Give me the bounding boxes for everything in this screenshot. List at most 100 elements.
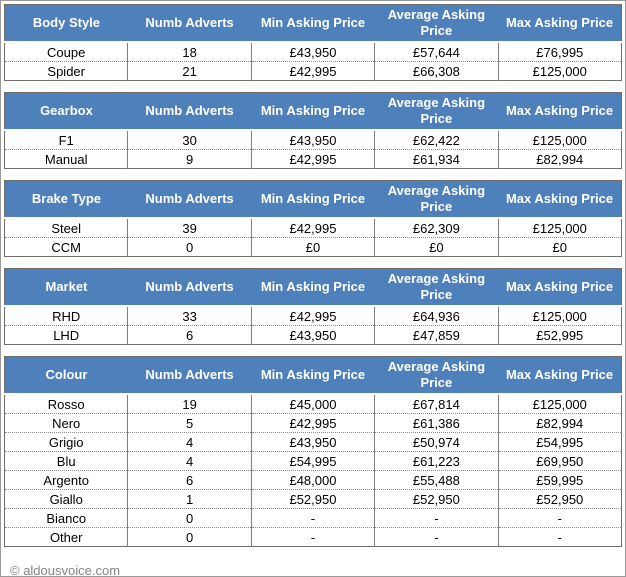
cell-value: £62,422	[374, 129, 499, 150]
stats-table-gearbox: Gearbox Numb Adverts Min Asking Price Avera…	[4, 92, 622, 169]
table-row: Giallo 1 £52,950 £52,950 £52,950	[4, 489, 622, 509]
cell-value: -	[250, 527, 375, 547]
cell-value: £125,000	[497, 61, 622, 81]
stats-table-market: Market Numb Adverts Min Asking Price Averag…	[4, 268, 622, 345]
cell-value: 21	[127, 61, 252, 81]
cell-value: 39	[127, 217, 252, 238]
cell-value: 4	[127, 451, 252, 471]
column-header: Min Asking Price	[251, 4, 375, 43]
row-label: Coupe	[4, 41, 128, 62]
cell-value: £59,995	[497, 470, 622, 490]
stats-table-body-style: Body Style Numb Adverts Min Asking Price Av…	[4, 4, 622, 81]
column-header: Numb Adverts	[127, 92, 252, 131]
category-column-header: Body Style	[4, 4, 128, 43]
row-label: Rosso	[4, 393, 128, 414]
cell-value: £61,223	[374, 451, 499, 471]
cell-value: £0	[374, 237, 499, 257]
cell-value: £125,000	[497, 217, 622, 238]
cell-value: £64,936	[374, 305, 499, 326]
table-row: F1 30 £43,950 £62,422 £125,000	[4, 129, 622, 150]
table-row: Steel 39 £42,995 £62,309 £125,000	[4, 217, 622, 238]
column-header: Numb Adverts	[127, 268, 252, 307]
cell-value: £0	[497, 237, 622, 257]
table-row: Spider 21 £42,995 £66,308 £125,000	[4, 61, 622, 81]
cell-value: £82,994	[497, 413, 622, 433]
table-row: Nero 5 £42,995 £61,386 £82,994	[4, 413, 622, 433]
table-row: Rosso 19 £45,000 £67,814 £125,000	[4, 393, 622, 414]
row-label: Other	[4, 527, 128, 547]
row-label: Giallo	[4, 489, 128, 509]
cell-value: £125,000	[497, 393, 622, 414]
tables-container: Body Style Numb Adverts Min Asking Price Av…	[4, 4, 622, 558]
row-label: F1	[4, 129, 128, 150]
column-header: Average Asking Price	[374, 92, 499, 131]
cell-value: 4	[127, 432, 252, 452]
category-column-header: Colour	[4, 356, 128, 395]
row-label: LHD	[4, 325, 128, 345]
cell-value: 5	[127, 413, 252, 433]
column-header: Min Asking Price	[251, 356, 375, 395]
cell-value: 0	[127, 508, 252, 528]
cell-value: £55,488	[374, 470, 499, 490]
column-header: Max Asking Price	[498, 180, 622, 219]
cell-value: £42,995	[250, 61, 375, 81]
cell-value: -	[497, 508, 622, 528]
cell-value: -	[374, 527, 499, 547]
cell-value: £42,995	[250, 217, 375, 238]
row-label: Argento	[4, 470, 128, 490]
cell-value: £54,995	[250, 451, 375, 471]
category-column-header: Gearbox	[4, 92, 128, 131]
cell-value: 19	[127, 393, 252, 414]
cell-value: £43,950	[250, 41, 375, 62]
cell-value: 33	[127, 305, 252, 326]
header-row: Colour Numb Adverts Min Asking Price Averag…	[4, 356, 622, 395]
cell-value: £52,950	[374, 489, 499, 509]
row-label: Grigio	[4, 432, 128, 452]
cell-value: £125,000	[497, 305, 622, 326]
cell-value: -	[497, 527, 622, 547]
cell-value: £69,950	[497, 451, 622, 471]
stats-table-colour: Colour Numb Adverts Min Asking Price Averag…	[4, 356, 622, 547]
row-label: RHD	[4, 305, 128, 326]
table-row: Blu 4 £54,995 £61,223 £69,950	[4, 451, 622, 471]
table-row: Bianco 0- - -	[4, 508, 622, 528]
cell-value: -	[374, 508, 499, 528]
table-row: CCM 0 £0 £0 £0	[4, 237, 622, 257]
cell-value: £57,644	[374, 41, 499, 62]
cell-value: £76,995	[497, 41, 622, 62]
cell-value: £50,974	[374, 432, 499, 452]
stats-table-brake-type: Brake Type Numb Adverts Min Asking Price Av…	[4, 180, 622, 257]
cell-value: £42,995	[250, 413, 375, 433]
column-header: Numb Adverts	[127, 356, 252, 395]
row-label: CCM	[4, 237, 128, 257]
row-label: Bianco	[4, 508, 128, 528]
table-row: Manual 9 £42,995 £61,934 £82,994	[4, 149, 622, 169]
cell-value: 0	[127, 527, 252, 547]
cell-value: 6	[127, 470, 252, 490]
table-row: Other 0- - -	[4, 527, 622, 547]
row-label: Spider	[4, 61, 128, 81]
cell-value: 9	[127, 149, 252, 169]
cell-value: £125,000	[497, 129, 622, 150]
header-row: Gearbox Numb Adverts Min Asking Price Avera…	[4, 92, 622, 131]
row-label: Steel	[4, 217, 128, 238]
cell-value: £47,859	[374, 325, 499, 345]
column-header: Min Asking Price	[251, 180, 375, 219]
column-header: Min Asking Price	[251, 268, 375, 307]
cell-value: 18	[127, 41, 252, 62]
header-row: Brake Type Numb Adverts Min Asking Price Av…	[4, 180, 622, 219]
cell-value: £48,000	[250, 470, 375, 490]
cell-value: £52,950	[250, 489, 375, 509]
cell-value: -	[250, 508, 375, 528]
column-header: Max Asking Price	[498, 356, 622, 395]
column-header: Min Asking Price	[251, 92, 375, 131]
table-row: Argento 6 £48,000 £55,488 £59,995	[4, 470, 622, 490]
column-header: Average Asking Price	[374, 4, 499, 43]
category-column-header: Market	[4, 268, 128, 307]
category-column-header: Brake Type	[4, 180, 128, 219]
column-header: Numb Adverts	[127, 180, 252, 219]
cell-value: £54,995	[497, 432, 622, 452]
cell-value: 30	[127, 129, 252, 150]
cell-value: 6	[127, 325, 252, 345]
